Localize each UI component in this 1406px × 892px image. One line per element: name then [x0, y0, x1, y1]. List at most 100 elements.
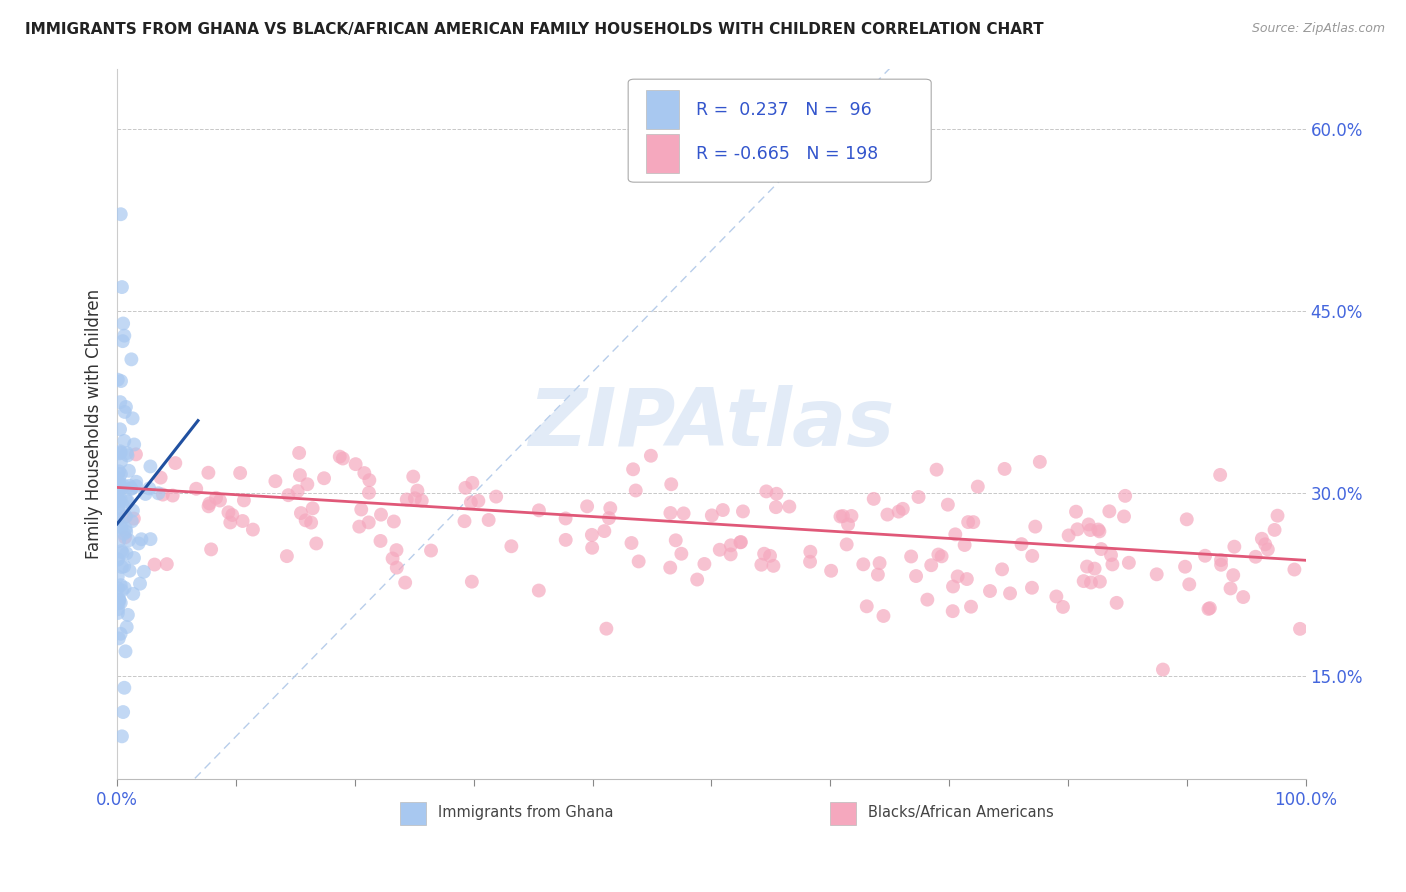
Point — [138, 482, 160, 496]
Point — [527, 583, 550, 598]
Point — [305, 536, 328, 550]
Point — [108, 494, 131, 508]
Point — [835, 537, 858, 551]
Point — [115, 509, 138, 524]
Point — [125, 475, 148, 489]
Point — [114, 644, 136, 658]
Point — [350, 502, 373, 516]
Point — [1080, 575, 1102, 590]
Point — [107, 632, 129, 646]
Point — [1254, 537, 1277, 551]
Point — [1198, 602, 1220, 616]
Point — [872, 609, 894, 624]
Point — [288, 446, 311, 460]
Point — [461, 574, 484, 589]
Point — [936, 498, 959, 512]
Point — [778, 500, 800, 514]
Point — [264, 474, 287, 488]
Point — [114, 581, 136, 595]
Point — [1209, 558, 1232, 572]
Point — [620, 536, 643, 550]
Point — [700, 508, 723, 523]
Point — [148, 486, 170, 500]
Point — [1098, 504, 1121, 518]
Point — [115, 446, 138, 460]
FancyBboxPatch shape — [401, 802, 426, 825]
Point — [900, 549, 922, 564]
Point — [112, 434, 135, 448]
Point — [1057, 528, 1080, 542]
Point — [107, 552, 129, 566]
Point — [370, 533, 392, 548]
Point — [287, 484, 309, 499]
Point — [349, 519, 371, 533]
Point — [111, 560, 134, 574]
Point — [402, 469, 425, 483]
Point — [693, 557, 716, 571]
Point — [931, 549, 953, 564]
Point — [332, 451, 354, 466]
Point — [118, 564, 141, 578]
Point — [1209, 467, 1232, 482]
Point — [411, 493, 433, 508]
Point — [232, 514, 254, 528]
Text: ZIPAtlas: ZIPAtlas — [529, 384, 894, 463]
Point — [998, 586, 1021, 600]
Point — [866, 567, 889, 582]
Point — [107, 511, 129, 525]
Point — [1118, 556, 1140, 570]
Point — [501, 539, 523, 553]
Point — [765, 487, 787, 501]
Point — [946, 569, 969, 583]
Point — [353, 466, 375, 480]
Point — [117, 494, 139, 508]
Point — [925, 463, 948, 477]
Point — [759, 549, 782, 563]
Point — [672, 507, 695, 521]
Point — [111, 583, 134, 598]
Point — [1021, 581, 1043, 595]
Point — [165, 456, 187, 470]
Point — [107, 373, 129, 387]
Point — [232, 493, 254, 508]
Point — [122, 437, 145, 451]
Point — [208, 493, 231, 508]
Point — [111, 280, 134, 294]
Point — [143, 558, 166, 572]
Point — [917, 592, 939, 607]
Point — [229, 466, 252, 480]
Point — [107, 602, 129, 616]
Point — [115, 400, 138, 414]
Point — [891, 501, 914, 516]
Point — [205, 491, 228, 505]
Point — [115, 546, 138, 560]
Point — [1076, 559, 1098, 574]
Point — [221, 508, 243, 522]
Point — [1209, 553, 1232, 567]
Point — [461, 475, 484, 490]
Point — [1223, 540, 1246, 554]
Point — [799, 545, 821, 559]
Point — [957, 515, 980, 529]
Point — [406, 483, 429, 498]
Point — [107, 467, 129, 481]
Point — [554, 511, 576, 525]
Point — [554, 533, 576, 547]
Point — [659, 506, 682, 520]
Point — [107, 606, 129, 620]
Point — [599, 501, 621, 516]
Point — [832, 509, 855, 524]
Point — [277, 488, 299, 502]
Point — [720, 547, 742, 561]
Point — [920, 558, 942, 573]
Text: Immigrants from Ghana: Immigrants from Ghana — [439, 805, 613, 821]
Point — [198, 496, 221, 510]
Point — [111, 729, 134, 743]
Point — [751, 558, 773, 572]
Point — [1112, 509, 1135, 524]
Point — [1024, 519, 1046, 533]
Point — [111, 334, 134, 348]
Point — [966, 479, 988, 493]
Point — [108, 464, 131, 478]
Point — [720, 538, 742, 552]
